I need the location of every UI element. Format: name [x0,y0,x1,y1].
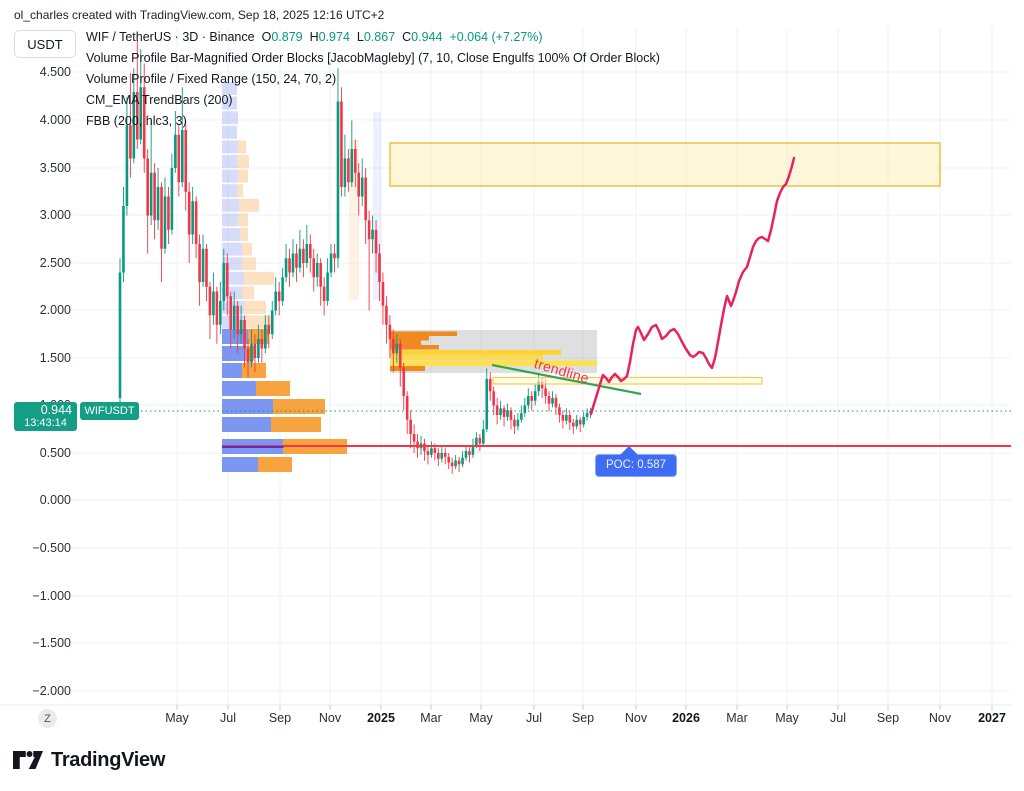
y-axis-label: 4.500 [39,65,71,79]
poc-value-label: POC: 0.587 [595,446,677,477]
currency-toggle-button[interactable]: USDT [14,30,76,58]
tradingview-watermark[interactable]: TradingView [13,747,165,773]
x-axis-label: 2025 [367,711,395,725]
x-axis-label: 2026 [672,711,700,725]
y-axis-label: −2.000 [32,684,71,698]
symbol-tag-label: WIFUSDT [80,402,139,420]
x-axis-label: Nov [928,711,952,725]
y-axis-label: −1.500 [32,636,71,650]
x-axis-label: May [165,711,189,725]
brand-name: TradingView [51,748,166,771]
legend-indicator-volume-profile-ob[interactable]: Volume Profile Bar-Magnified Order Block… [86,51,660,65]
x-axis-label: Jul [830,711,846,725]
legend-indicator-fbb[interactable]: FBB (200, hlc3, 3) [86,114,187,128]
y-axis-label: −0.500 [32,541,71,555]
y-axis-label: 0.500 [39,446,71,460]
y-axis-label: 1.500 [39,351,71,365]
y-axis-label: −1.000 [32,589,71,603]
x-axis-label: Sep [876,711,900,725]
symbol-title: WIF / TetherUS · 3D · Binance [86,30,255,44]
current-price-label: 0.944 13:43:14 [14,402,77,431]
x-axis-label: May [469,711,493,725]
change-value: +0.064 (+7.27%) [449,30,543,44]
tradingview-logo-icon [13,751,43,769]
x-axis-label: Jul [220,711,236,725]
legend-symbol-line[interactable]: WIF / TetherUS · 3D · Binance O0.879 H0.97… [86,30,543,44]
y-axis-label: 2.000 [39,303,71,317]
x-axis-label: Jul [526,711,542,725]
x-axis-label: 2027 [978,711,1006,725]
x-axis-label: Sep [268,711,292,725]
ohlc-values: O0.879 H0.974 L0.867 C0.944 [261,30,443,44]
timeframe-z-button[interactable]: Z [38,709,57,728]
y-axis-label: 2.500 [39,256,71,270]
y-axis-label: 3.500 [39,161,71,175]
x-axis-label: May [775,711,799,725]
legend-indicator-fixed-range[interactable]: Volume Profile / Fixed Range (150, 24, 7… [86,72,337,86]
attribution-text: ol_charles created with TradingView.com,… [14,8,385,22]
y-axis-label: 4.000 [39,113,71,127]
y-axis-label: 3.000 [39,208,71,222]
x-axis-label: Nov [624,711,648,725]
legend-indicator-ema-trendbars[interactable]: CM_EMA TrendBars (200) [86,93,233,107]
current-price-value: 0.944 [40,403,72,417]
bar-countdown: 13:43:14 [24,417,67,429]
x-axis-label: Mar [420,711,442,725]
x-axis-label: Mar [726,711,748,725]
y-axis-label: 0.000 [39,493,71,507]
x-axis-label: Nov [318,711,342,725]
x-axis-label: Sep [571,711,595,725]
